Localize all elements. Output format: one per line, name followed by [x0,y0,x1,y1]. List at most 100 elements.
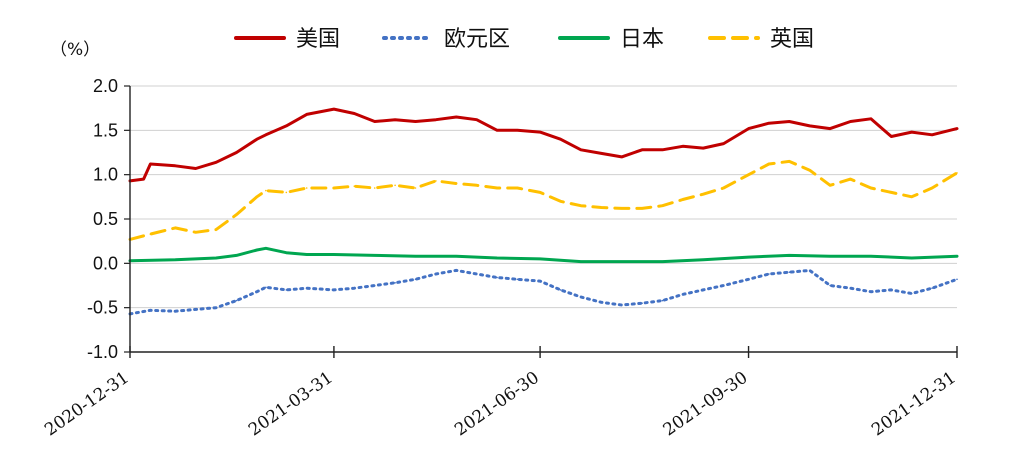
series-line-美国 [128,107,959,183]
data-point [235,254,238,257]
data-point [808,269,811,272]
data-point [768,122,770,124]
y-tick-label: 0.5 [93,209,118,229]
data-point [870,255,872,257]
data-point [702,289,704,291]
x-axis-ticks: 2020-12-31 2021-03-31 2021-06-30 2021-09-30… [41,346,960,440]
data-point [559,289,562,291]
data-point [722,142,725,145]
data-point [641,149,643,151]
data-point [353,112,356,115]
data-point [788,160,791,163]
data-point [808,169,811,171]
data-point [788,254,791,257]
data-point [496,129,498,132]
y-tick-label: 1.0 [93,165,118,185]
data-point [215,161,217,164]
data-point [747,173,750,176]
x-tick-label: 2020-12-31 [41,368,133,441]
data-point [580,296,582,298]
data-point [455,182,458,185]
data-point [235,151,238,154]
y-tick-label: -0.5 [87,298,118,318]
data-point [620,260,623,263]
data-point [580,260,582,263]
data-point [394,184,396,187]
data-point [788,271,791,274]
data-point [931,134,933,136]
data-point [910,196,913,198]
data-point [620,304,623,306]
legend-label: 日本 [620,27,664,52]
data-point [747,278,750,281]
data-point [702,193,704,195]
data-point [890,191,893,194]
data-point [496,276,498,279]
data-point [475,184,478,187]
data-point [305,113,308,116]
data-point [600,206,603,209]
data-point [661,204,664,207]
x-tick-label: 2021-06-30 [451,368,543,441]
data-point [768,273,770,275]
data-point [414,255,417,257]
data-point [559,200,562,203]
data-point [333,187,335,189]
data-point [516,129,519,132]
data-point [174,259,177,261]
data-point [215,306,217,309]
series-group [128,107,959,316]
x-tick-label: 2021-12-31 [868,368,960,441]
legend: 美国 欧元区 日本 英国 [234,27,814,52]
data-point [305,287,308,290]
data-point [353,287,356,290]
data-point [956,255,958,257]
data-point [333,108,335,110]
y-axis-unit-label: （%） [50,40,100,60]
data-point [435,273,437,275]
data-point [682,145,684,148]
data-point [808,125,811,127]
data-point [265,286,267,289]
data-point [455,269,458,272]
data-point [174,310,177,313]
data-point [256,138,258,140]
data-point [870,118,872,120]
data-point [333,289,335,291]
data-point [620,207,623,210]
data-point [829,284,831,287]
data-point [910,257,913,259]
data-point [539,131,541,133]
data-point [373,187,376,189]
data-point [661,149,664,151]
data-point [256,196,258,198]
data-point [931,287,933,290]
data-point [890,135,893,138]
data-point [661,299,664,302]
y-tick-label: 1.5 [93,120,118,140]
data-point [194,308,197,311]
data-point [870,187,872,189]
data-point [682,198,684,201]
data-point [285,251,288,254]
y-tick-label: -1.0 [87,342,118,362]
data-point [516,278,519,281]
y-axis-ticks: 2.0 1.5 1.0 0.5 0.0 -0.5 -1.0 [87,76,130,362]
data-point [174,165,177,167]
data-point [829,255,831,257]
data-point [149,309,152,312]
data-point [849,178,852,180]
data-point [305,253,308,256]
data-point [849,287,852,290]
data-point [580,204,582,207]
data-point [475,273,478,275]
data-point [174,227,177,229]
legend-label: 欧元区 [444,27,510,52]
data-point [455,116,458,118]
legend-label: 英国 [770,27,814,52]
data-point [149,163,152,165]
data-point [215,228,217,231]
data-point [235,299,238,302]
data-point [600,301,603,304]
